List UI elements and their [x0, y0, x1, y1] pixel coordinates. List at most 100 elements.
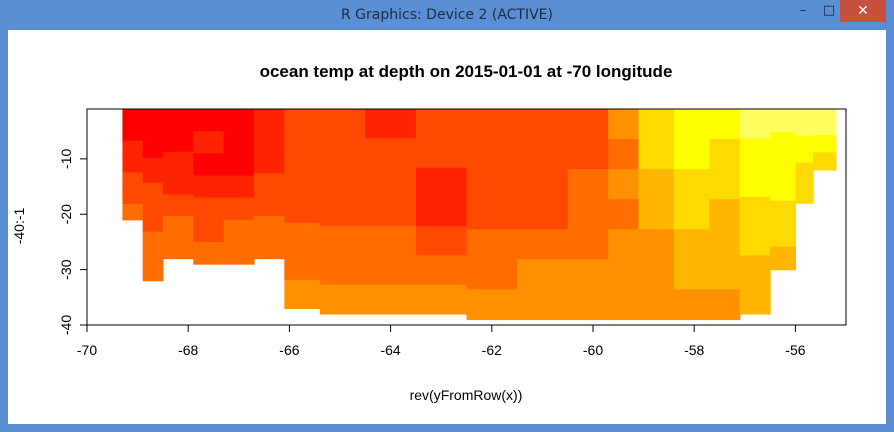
y-axis-label: -40:-1	[11, 208, 27, 245]
heatmap-cell	[673, 199, 710, 230]
y-axis: -40 -30 -20 -10	[58, 149, 88, 335]
heatmap-cell	[162, 215, 194, 238]
heatmap-cell	[770, 177, 796, 202]
heatmap-cell	[223, 197, 255, 221]
heatmap-cell	[193, 219, 225, 243]
heatmap-cell	[709, 139, 741, 170]
heatmap-cell	[284, 194, 321, 224]
heatmap-cell	[709, 199, 741, 230]
heatmap-cell	[567, 199, 609, 230]
heatmap-cell	[813, 152, 837, 162]
heatmap-cell	[365, 284, 417, 315]
heatmap-cell	[284, 165, 321, 196]
maximize-button[interactable]: □	[822, 3, 836, 18]
heatmap-cell	[673, 229, 710, 260]
heatmap-cell	[466, 139, 518, 170]
heatmap-cell	[673, 289, 710, 321]
heatmap-cell	[193, 175, 225, 199]
heatmap-cell	[415, 109, 468, 139]
heatmap-cell	[709, 229, 741, 260]
heatmap-cell	[608, 289, 640, 321]
heatmap-cell	[466, 169, 518, 200]
heatmap-cell	[567, 289, 609, 321]
heatmap-cell	[638, 169, 675, 200]
x-tick-label: -64	[380, 342, 400, 358]
heatmap-cell	[709, 289, 741, 321]
heatmap-cell	[739, 284, 771, 315]
heatmap-cell	[795, 189, 814, 204]
heatmap-cell	[162, 194, 194, 217]
heatmap-cell	[415, 196, 468, 227]
heatmap-cell	[284, 251, 321, 281]
heatmap-cell	[253, 237, 285, 260]
heatmap-cell	[415, 255, 468, 286]
heatmap-cell	[770, 154, 796, 179]
heatmap-cell	[770, 246, 796, 271]
close-button[interactable]: ✕	[840, 0, 886, 22]
heatmap-cell	[253, 173, 285, 196]
x-tick-label: -66	[279, 342, 299, 358]
heatmap-cell	[122, 203, 144, 221]
heatmap-cell	[770, 200, 796, 225]
heatmap-cell	[813, 126, 837, 136]
heatmap-cell	[415, 284, 468, 315]
heatmap-cell	[253, 130, 285, 153]
heatmap-cell	[319, 109, 366, 139]
heatmap-cell	[673, 109, 710, 140]
x-tick-label: -56	[785, 342, 805, 358]
heatmap-cell	[142, 256, 164, 282]
y-tick-label: -30	[58, 259, 74, 279]
heatmap-cell	[739, 255, 771, 286]
x-tick-label: -70	[77, 342, 97, 358]
heatmap-cell	[415, 138, 468, 169]
heatmap-cell	[813, 161, 837, 171]
heatmap-cell	[415, 167, 468, 198]
heatmap-cell	[567, 109, 609, 140]
heatmap-cell	[638, 139, 675, 170]
heatmap-cell	[122, 188, 144, 205]
chart-title: ocean temp at depth on 2015-01-01 at -70…	[260, 62, 673, 81]
heatmap-cell	[142, 231, 164, 257]
heatmap-cell	[223, 241, 255, 265]
y-tick-label: -40	[58, 315, 74, 335]
heatmap-cell	[638, 229, 675, 260]
heatmap-cell	[770, 131, 796, 156]
heatmap-cell	[567, 169, 609, 200]
heatmap-cell	[365, 167, 417, 198]
heatmap-cell	[709, 169, 741, 200]
heatmap-cell	[608, 229, 640, 260]
heatmap-cell	[517, 139, 569, 170]
heatmap-cell	[638, 289, 675, 321]
heatmap-cell	[795, 162, 814, 177]
minimize-button[interactable]: –	[799, 3, 807, 18]
heatmap-cell	[813, 117, 837, 128]
heatmap-cell	[122, 109, 144, 126]
heatmap-cell	[608, 169, 640, 200]
heatmap-cell	[567, 139, 609, 170]
heatmap-cell	[365, 109, 417, 139]
heatmap-cell	[193, 241, 225, 265]
heatmap-cell	[142, 133, 164, 159]
heatmap-cell	[365, 255, 417, 286]
heatmap-cell	[770, 223, 796, 248]
heatmap-cell	[193, 131, 225, 154]
heatmap-cell	[638, 259, 675, 290]
heatmap-cell	[284, 109, 321, 139]
x-tick-label: -58	[684, 342, 704, 358]
heatmap-cell	[319, 226, 366, 256]
heatmap-cell	[193, 153, 225, 177]
heatmap-cell	[770, 109, 796, 133]
heatmap-cell	[162, 237, 194, 260]
heatmap-cell	[319, 284, 366, 315]
window-title: R Graphics: Device 2 (ACTIVE)	[341, 7, 553, 23]
heatmap-cell	[739, 196, 771, 227]
heatmap-cell	[193, 109, 225, 132]
title-bar[interactable]: R Graphics: Device 2 (ACTIVE) – □ ✕	[0, 0, 894, 30]
heatmap-cell	[319, 196, 366, 227]
heatmap-cell	[739, 226, 771, 256]
heatmap-cell	[319, 167, 366, 198]
heatmap-cell	[122, 140, 144, 158]
heatmap-cell	[466, 229, 518, 260]
heatmap-cell	[567, 229, 609, 260]
heatmap-cell	[142, 182, 164, 208]
